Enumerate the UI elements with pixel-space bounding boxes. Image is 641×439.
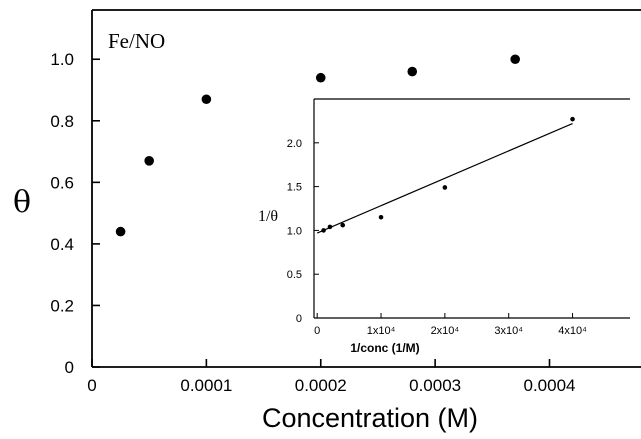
inset-fit-line (316, 122, 573, 234)
inset-y-tick-label: 0 (296, 313, 302, 325)
inset-data-point (340, 222, 346, 228)
inset-x-axis-label: 1/conc (1/M) (350, 341, 419, 355)
inset-x-tick-label: 0 (314, 325, 320, 337)
main-data-point (407, 66, 418, 77)
inset-y-axis-label: 1/θ (258, 208, 278, 225)
main-y-tick-label: 0.2 (50, 296, 74, 315)
inset-y-tick-label: 1.5 (287, 182, 302, 194)
main-y-tick-label: 0.4 (50, 235, 74, 254)
inset-x-tick-label: 1x10⁴ (367, 325, 396, 337)
inset-data-point (378, 214, 384, 220)
main-x-tick-label: 0.0002 (295, 376, 347, 395)
main-x-tick-label: 0.0004 (524, 376, 576, 395)
main-data-point (144, 156, 154, 166)
inset-data-points (321, 116, 575, 233)
main-data-points (115, 54, 520, 237)
inset-chart: 0 1x10⁴ 2x10⁴ 3x10⁴ 4x10⁴ 0 0.5 1.0 1.5 2.0 1/con… (258, 98, 641, 355)
inset-x-tick-label: 3x10⁴ (494, 325, 523, 337)
inset-background (312, 98, 641, 320)
inset-y-tick-label: 0.5 (287, 269, 302, 281)
main-chart: 0 0.0001 0.0002 0.0003 0.0004 0 0.2 0.4 0.6 0.8 1.… (13, 9, 641, 433)
inset-data-point (327, 224, 333, 230)
main-data-point (201, 94, 212, 105)
main-y-axis-label: θ (13, 185, 31, 220)
inset-ticks: 0 1x10⁴ 2x10⁴ 3x10⁴ 4x10⁴ 0 0.5 1.0 1.5 2.0 (287, 138, 587, 337)
inset-y-tick-label: 2.0 (287, 138, 302, 150)
main-ticks: 0 0.0001 0.0002 0.0003 0.0004 0 0.2 0.4 0.6 0.8 1.… (50, 50, 575, 395)
main-y-tick-label: 0 (65, 358, 74, 377)
main-data-point (315, 72, 326, 83)
main-y-tick-label: 1.0 (50, 50, 74, 69)
main-x-axis-label: Concentration (M) (262, 403, 478, 433)
inset-y-tick-label: 1.0 (287, 225, 302, 237)
main-y-tick-label: 0.8 (50, 112, 74, 131)
main-x-tick-label: 0.0003 (409, 376, 461, 395)
inset-data-point (570, 116, 575, 122)
main-x-tick-label: 0 (87, 376, 96, 395)
inset-x-tick-label: 2x10⁴ (431, 325, 460, 337)
main-x-tick-label: 0.0001 (180, 376, 232, 395)
main-y-tick-label: 0.6 (50, 173, 74, 192)
main-data-point (115, 226, 126, 237)
inset-data-point (442, 185, 448, 190)
inset-data-point (321, 228, 326, 233)
inset-x-tick-label: 4x10⁴ (558, 325, 587, 337)
main-data-point (510, 54, 520, 65)
main-annotation: Fe/NO (108, 29, 165, 53)
